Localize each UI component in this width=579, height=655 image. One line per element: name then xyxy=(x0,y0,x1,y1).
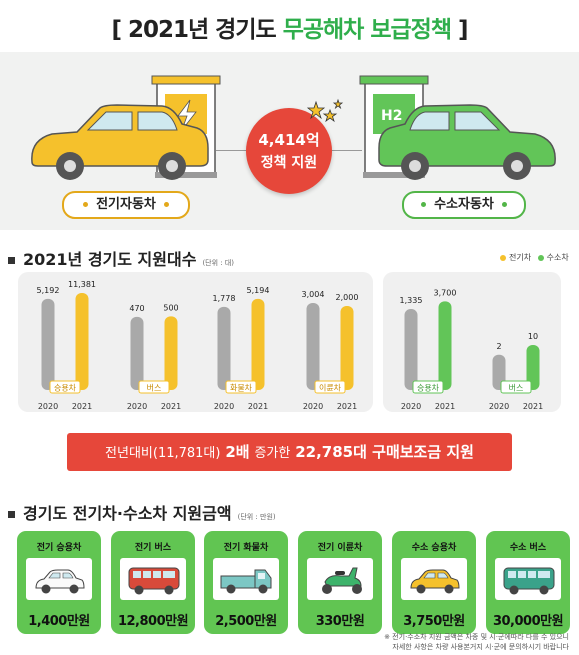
red-bus-icon xyxy=(128,567,180,595)
pill-dot-icon xyxy=(421,202,427,207)
card-ev-bus: 전기 버스 12,800만원 xyxy=(111,531,195,634)
title-prefix: 2021년 경기도 xyxy=(128,17,277,43)
x-tick-label: 2020 xyxy=(127,402,147,411)
category-label: 화물차 xyxy=(230,384,253,393)
bar xyxy=(251,298,265,390)
bar xyxy=(217,306,231,390)
ev-illustration xyxy=(31,75,221,180)
x-tick-label: 2020 xyxy=(214,402,234,411)
x-tick-label: 2021 xyxy=(161,402,181,411)
legend-h2-dot-icon xyxy=(537,254,544,261)
bullet-square-icon xyxy=(8,511,15,518)
category-label: 승용차 xyxy=(417,384,440,393)
yellow-ev-car-icon xyxy=(31,104,209,180)
pill-dot-icon xyxy=(163,202,169,207)
x-tick-label: 2021 xyxy=(72,402,92,411)
h2-label-pill: 수소자동차 xyxy=(402,191,526,219)
bar-value-label: 1,335 xyxy=(400,296,423,305)
bar-value-label: 2,000 xyxy=(336,293,359,302)
bar-value-label: 10 xyxy=(528,332,538,341)
bar-chart: 5,192 2020 11,381 2021 승용차 470 2020 500 2021 버스 1,… xyxy=(37,280,544,411)
section-title-amount: 경기도 전기차·수소차 지원금액 (단위 : 만원) xyxy=(8,500,276,524)
card-ev-car: 전기 승용차 1,400만원 xyxy=(17,531,101,634)
bar-value-label: 2 xyxy=(496,342,501,351)
card-ev-truck: 전기 화물차 2,500만원 xyxy=(204,531,288,634)
budget-badge: 4,414억 정책 지원 xyxy=(246,108,332,194)
bar-value-label: 3,004 xyxy=(302,290,325,299)
card-h2-car: 수소 승용차 3,750만원 xyxy=(392,531,476,634)
bar xyxy=(75,293,89,390)
footnote: ※ 전기·수소차 지원 금액은 차종 및 시·군에따라 다를 수 있으니 자세한… xyxy=(384,633,569,651)
chart-legend: 전기차 수소차 xyxy=(500,252,569,263)
bar xyxy=(340,306,354,390)
bar-value-label: 500 xyxy=(163,303,178,312)
category-tag xyxy=(225,380,257,394)
h2-sign: H2 xyxy=(381,108,402,124)
pill-dot-icon xyxy=(501,202,507,207)
bar xyxy=(130,316,144,390)
bar xyxy=(306,302,320,390)
category-tag xyxy=(138,380,170,394)
category-label: 버스 xyxy=(147,383,162,393)
category-tag xyxy=(412,380,444,394)
truck-icon xyxy=(220,569,272,594)
bar-value-label: 470 xyxy=(129,304,144,313)
page-title: [ 2021년 경기도 무공해차 보급정책 ] xyxy=(111,17,468,43)
x-tick-label: 2020 xyxy=(38,402,58,411)
category-label: 버스 xyxy=(509,383,524,393)
title-highlight: 무공해차 보급정책 xyxy=(282,17,452,43)
pill-dot-icon xyxy=(83,202,89,207)
ev-label-pill: 전기자동차 xyxy=(62,191,190,219)
x-tick-label: 2020 xyxy=(303,402,323,411)
bar xyxy=(438,301,452,390)
bar xyxy=(526,345,540,390)
legend-ev-dot-icon xyxy=(500,254,506,261)
bar xyxy=(164,316,178,390)
h2-illustration: H2 xyxy=(359,75,556,180)
category-label: 이륜차 xyxy=(319,383,342,393)
card-h2-bus: 수소 버스 30,000만원 xyxy=(486,531,570,634)
star-sparkle-icon xyxy=(306,98,344,123)
x-tick-label: 2021 xyxy=(435,402,455,411)
yellow-car-icon xyxy=(410,569,460,594)
category-tag xyxy=(314,380,346,394)
category-label: 승용차 xyxy=(54,384,77,393)
x-tick-label: 2021 xyxy=(248,402,268,411)
bar xyxy=(404,309,418,390)
x-tick-label: 2020 xyxy=(489,402,509,411)
x-tick-label: 2021 xyxy=(337,402,357,411)
budget-label: 정책 지원 xyxy=(260,155,318,171)
bar-value-label: 5,194 xyxy=(247,286,270,295)
scooter-icon xyxy=(322,567,362,594)
section-title-units: 2021년 경기도 지원대수 (단위 : 대) xyxy=(8,246,234,270)
x-tick-label: 2020 xyxy=(401,402,421,411)
x-tick-label: 2021 xyxy=(523,402,543,411)
green-bus-icon xyxy=(503,567,555,595)
budget-amount: 4,414억 xyxy=(258,131,320,149)
bullet-square-icon xyxy=(8,257,15,264)
bar-value-label: 11,381 xyxy=(68,280,96,289)
white-car-icon xyxy=(35,569,85,594)
card-ev-motorcycle: 전기 이륜차 330만원 xyxy=(298,531,382,634)
bar xyxy=(41,298,55,390)
bar-value-label: 5,192 xyxy=(37,286,60,295)
hero-connector-left xyxy=(216,150,246,151)
subsidy-banner: 전년대비(11,781대) 2배 증가한 22,785대 구매보조금 지원 xyxy=(67,433,512,471)
bar-value-label: 1,778 xyxy=(213,294,236,303)
bar-value-label: 3,700 xyxy=(434,288,457,297)
category-tag xyxy=(500,380,532,394)
hero-connector-right xyxy=(332,150,362,151)
category-tag xyxy=(49,380,81,394)
green-h2-car-icon xyxy=(378,104,556,180)
